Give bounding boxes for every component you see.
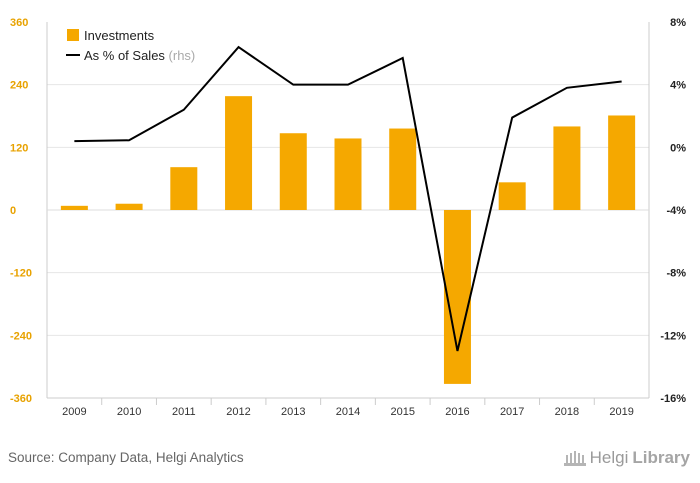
bar (608, 115, 636, 210)
x-tick-label: 2018 (555, 406, 579, 418)
bar (334, 138, 362, 210)
y-left-tick-label: -240 (10, 330, 32, 342)
library-building-icon (563, 451, 586, 466)
y-right-tick-label: 0% (670, 142, 686, 154)
x-tick-label: 2019 (609, 406, 633, 418)
brand-name: Helgi (589, 448, 629, 467)
y-left-tick-label: -120 (10, 268, 32, 280)
y-left-tick-label: 0 (10, 205, 16, 217)
source-note: Source: Company Data, Helgi Analytics (8, 450, 244, 465)
bar (170, 167, 198, 210)
y-left-tick-label: -360 (10, 393, 32, 405)
legend-label-investments: Investments (84, 28, 155, 43)
x-tick-label: 2014 (336, 406, 360, 418)
brand-logo: Helgi Library (563, 448, 690, 468)
x-tick-label: 2015 (390, 406, 414, 418)
bar (60, 205, 88, 210)
y-right-tick-label: 8% (670, 17, 686, 29)
bar (498, 182, 526, 210)
x-tick-label: 2009 (62, 406, 86, 418)
bar (443, 210, 471, 384)
bar (115, 203, 143, 210)
legend-rhs-note: (rhs) (169, 48, 196, 63)
brand-suffix: Library (632, 448, 690, 467)
y-right-tick-label: -16% (660, 393, 686, 405)
legend-label-sales-pct: As % of Sales (rhs) (84, 48, 195, 63)
bar (553, 126, 581, 210)
x-tick-label: 2013 (281, 406, 305, 418)
y-left-tick-label: 360 (10, 17, 28, 29)
x-tick-label: 2010 (117, 406, 141, 418)
y-right-tick-label: 4% (670, 80, 686, 92)
x-tick-label: 2011 (172, 406, 196, 418)
x-tick-label: 2012 (226, 406, 250, 418)
y-right-tick-label: -8% (666, 268, 686, 280)
x-tick-label: 2017 (500, 406, 524, 418)
y-left-tick-label: 120 (10, 142, 28, 154)
x-tick-label: 2016 (445, 406, 469, 418)
legend-swatch-investments (67, 29, 79, 41)
y-left-tick-label: 240 (10, 80, 28, 92)
y-right-tick-label: -12% (660, 330, 686, 342)
bar (279, 133, 307, 210)
bar (225, 96, 253, 210)
y-right-tick-label: -4% (666, 205, 686, 217)
bar (389, 128, 417, 210)
